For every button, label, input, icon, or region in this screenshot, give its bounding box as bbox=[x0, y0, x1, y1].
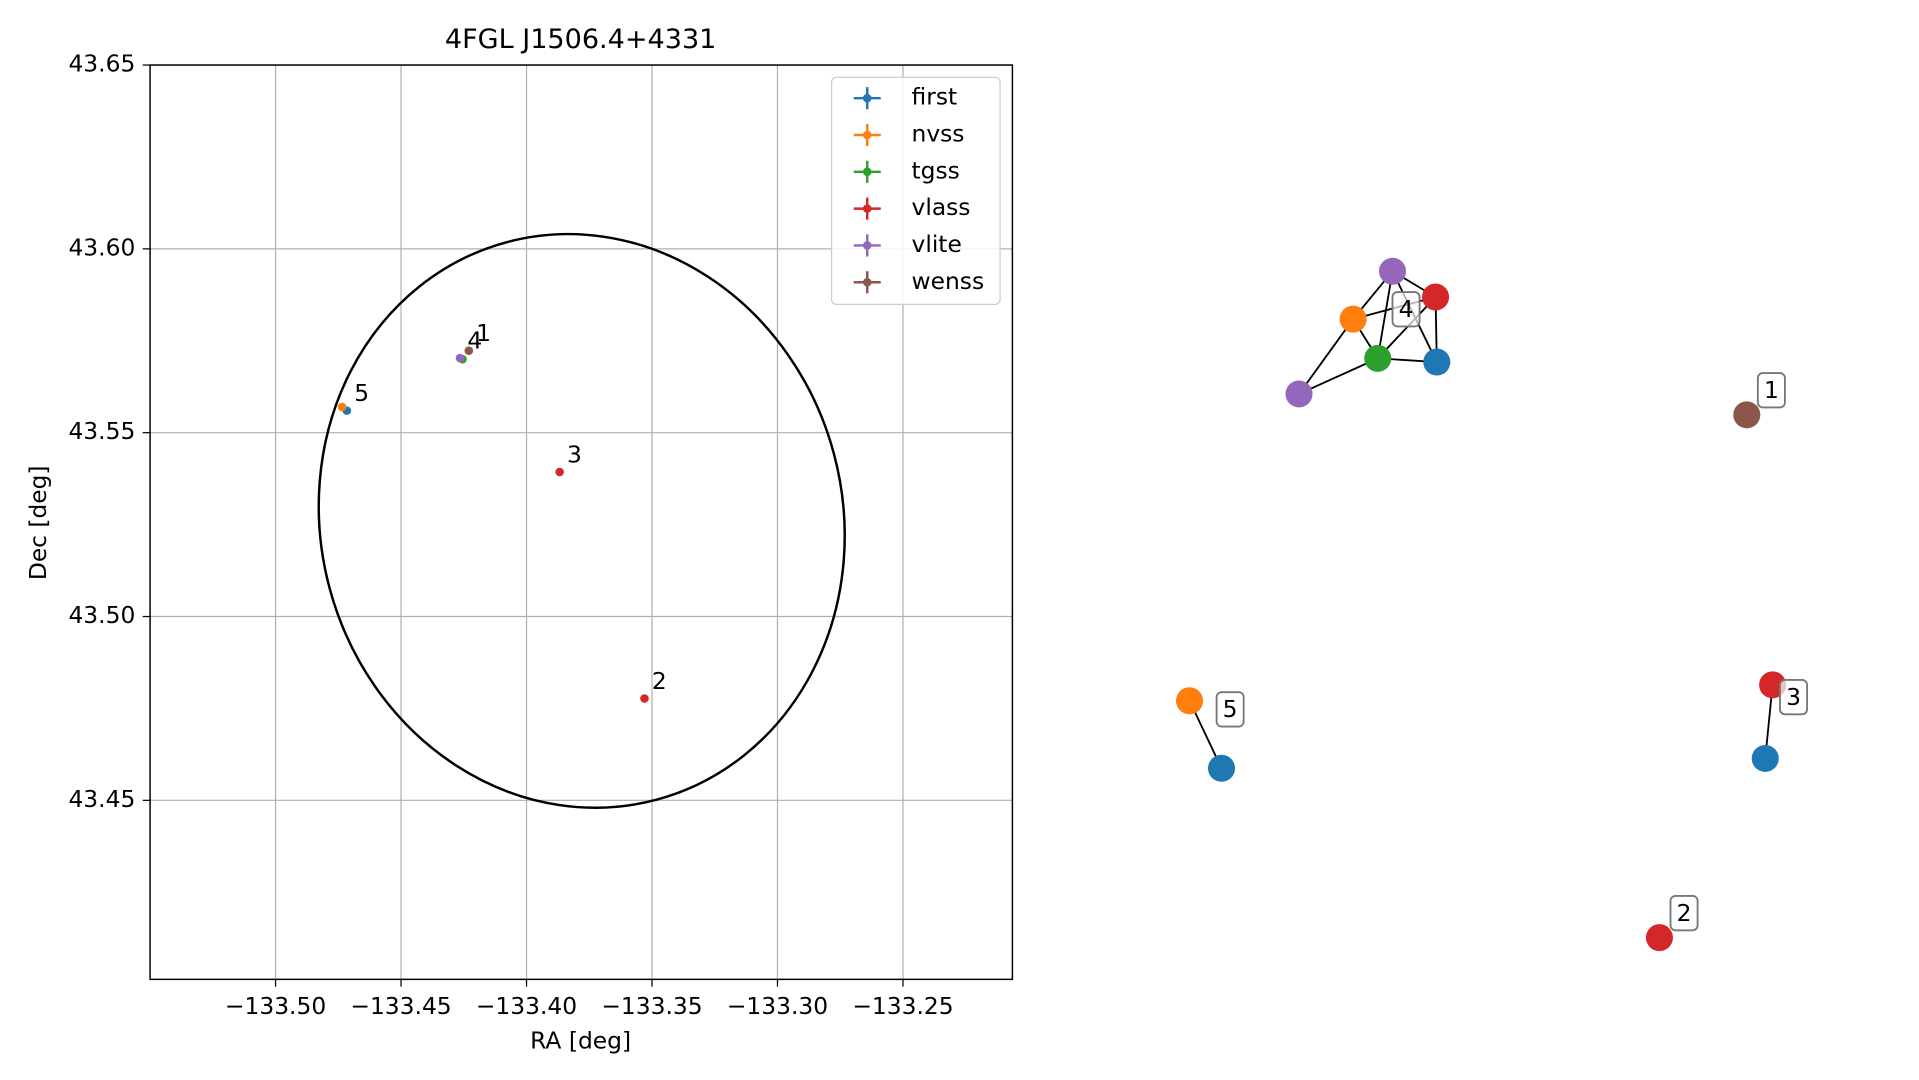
graph-node bbox=[1339, 305, 1367, 333]
x-tick-label: −133.25 bbox=[852, 992, 953, 1020]
data-point bbox=[455, 353, 465, 363]
graph-node bbox=[1364, 344, 1392, 372]
point-annotation: 2 bbox=[652, 667, 667, 695]
group-label-box bbox=[1391, 291, 1421, 328]
x-axis-label: RA [deg] bbox=[530, 1026, 631, 1054]
group-label: 4 bbox=[1399, 295, 1414, 323]
point-annotation: 4 bbox=[467, 327, 482, 355]
y-tick-label: 43.65 bbox=[68, 50, 135, 78]
group-label-box bbox=[1669, 894, 1699, 932]
legend-label: first bbox=[912, 83, 958, 111]
graph-edge bbox=[1298, 357, 1379, 395]
point-annotation: 3 bbox=[567, 441, 582, 469]
group-label-box bbox=[1215, 691, 1245, 728]
legend-label: vlite bbox=[912, 230, 962, 258]
x-tick-label: −133.30 bbox=[727, 992, 828, 1020]
group-label: 2 bbox=[1677, 899, 1692, 927]
plot-frame bbox=[149, 64, 1014, 981]
group-label-box bbox=[1779, 678, 1808, 716]
graph-node bbox=[1422, 283, 1450, 311]
legend-marker bbox=[862, 167, 872, 177]
group-label: 5 bbox=[1223, 695, 1238, 723]
group-label: 3 bbox=[1786, 683, 1801, 711]
legend-marker bbox=[862, 204, 872, 213]
error-ellipse bbox=[317, 232, 846, 809]
y-tick-label: 43.45 bbox=[68, 785, 135, 813]
legend-marker bbox=[862, 277, 872, 287]
data-point bbox=[555, 467, 564, 477]
point-annotation: 1 bbox=[476, 319, 491, 347]
x-tick-label: −133.40 bbox=[476, 992, 577, 1020]
group-label: 1 bbox=[1764, 376, 1779, 404]
legend-label: nvss bbox=[912, 120, 965, 148]
graph-edge bbox=[1376, 271, 1394, 359]
graph-node bbox=[1378, 257, 1407, 285]
legend-label: tgss bbox=[912, 156, 960, 184]
point-annotation: 5 bbox=[354, 379, 369, 407]
group-label-box bbox=[1756, 372, 1786, 409]
graph-edge bbox=[1298, 318, 1354, 395]
y-tick-label: 43.55 bbox=[68, 417, 135, 445]
data-point bbox=[640, 694, 649, 703]
graph-node bbox=[1733, 401, 1761, 429]
legend-marker bbox=[862, 241, 872, 250]
chart-title: 4FGL J1506.4+4331 bbox=[445, 24, 717, 55]
data-point bbox=[337, 402, 347, 412]
legend-marker bbox=[862, 93, 872, 103]
y-tick-label: 43.50 bbox=[68, 601, 135, 629]
graph-node bbox=[1423, 348, 1451, 376]
graph-node bbox=[1751, 744, 1779, 772]
x-tick-label: −133.50 bbox=[225, 992, 326, 1020]
data-point bbox=[464, 346, 474, 355]
legend-label: wenss bbox=[912, 267, 985, 295]
x-tick-label: −133.35 bbox=[601, 992, 702, 1020]
graph-node bbox=[1645, 924, 1673, 952]
y-axis-label: Dec [deg] bbox=[24, 466, 52, 581]
graph-node bbox=[1176, 687, 1204, 715]
y-tick-label: 43.60 bbox=[68, 233, 135, 261]
graph-edge bbox=[1377, 296, 1437, 359]
graph-node bbox=[1207, 754, 1236, 782]
x-tick-label: −133.45 bbox=[350, 992, 451, 1020]
legend-marker bbox=[862, 130, 872, 140]
graph-node bbox=[1285, 380, 1313, 408]
legend-label: vlass bbox=[912, 193, 971, 221]
